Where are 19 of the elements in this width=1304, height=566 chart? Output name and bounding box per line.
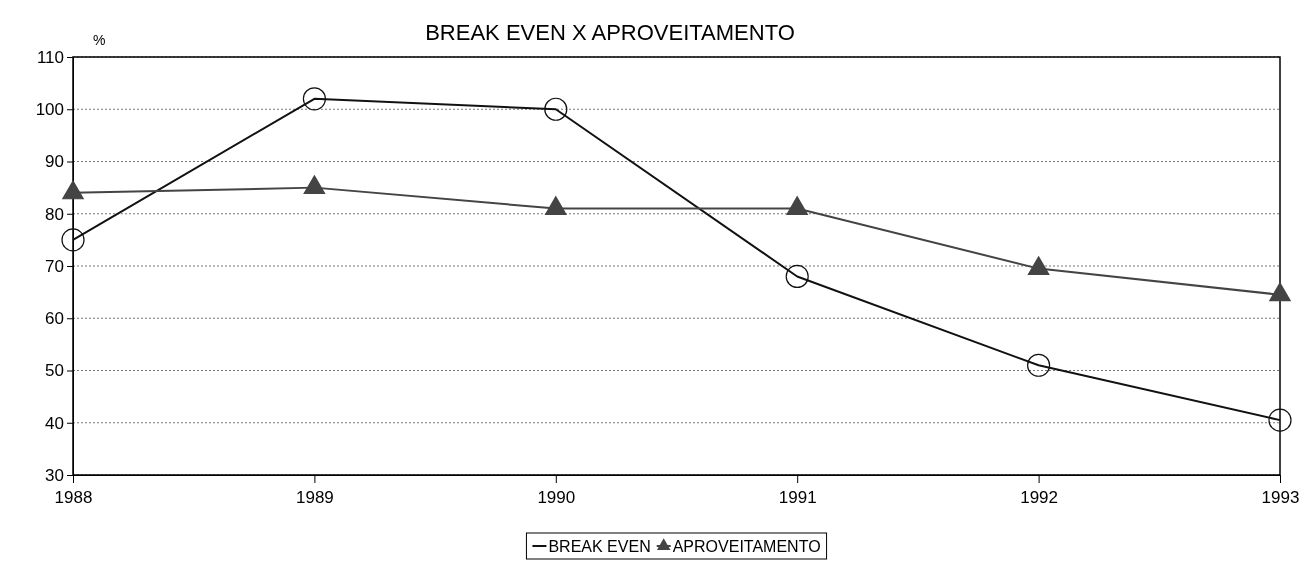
y-tick-label: 50 [45,361,64,381]
y-tick-label: 30 [45,465,64,485]
x-tick-label: 1992 [1020,488,1059,507]
y-tick-label: 100 [35,100,64,120]
y-tick-label: 110 [36,47,64,67]
x-tick-label: 1993 [1261,488,1300,507]
legend-label: APROVEITAMENTO [672,538,821,555]
x-tick-label: 1991 [778,488,817,507]
x-tick-label: 1988 [54,488,93,507]
chart-title: BREAK EVEN X APROVEITAMENTO [425,20,795,45]
y-tick-label: 40 [45,413,64,433]
y-axis-title: % [93,32,106,48]
y-tick-label: 80 [45,204,64,224]
x-tick-label: 1990 [537,488,576,507]
y-tick-label: 70 [45,256,64,276]
x-tick-label: 1989 [295,488,334,507]
legend-label: BREAK EVEN [548,538,651,555]
y-tick-label: 90 [45,152,64,172]
y-tick-label: 60 [45,309,64,329]
